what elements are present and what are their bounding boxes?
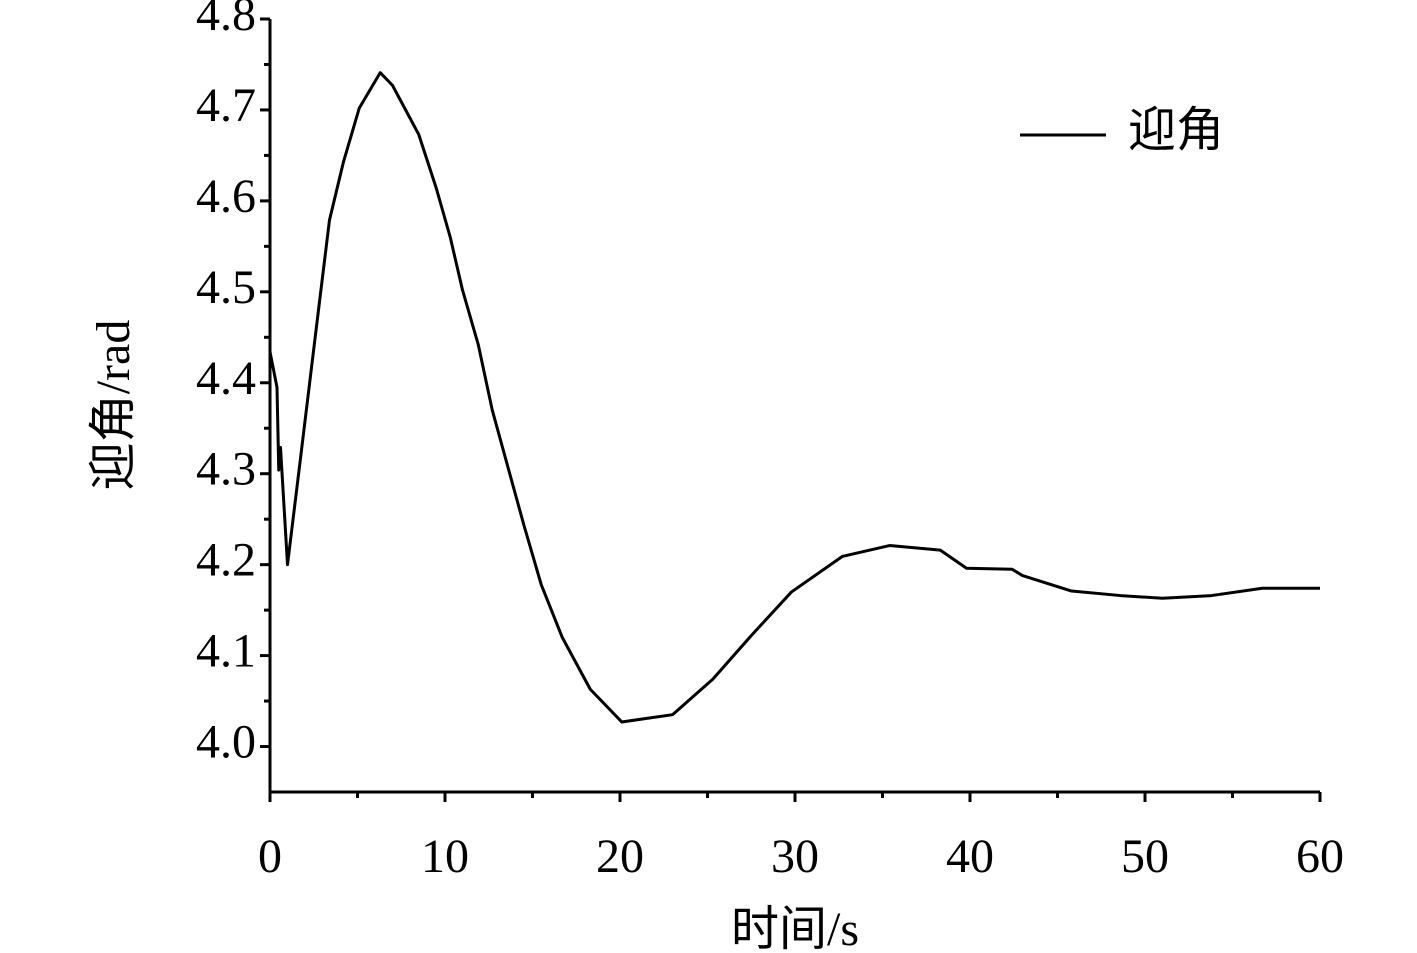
x-tick-label: 60 [1296,830,1344,883]
y-tick-label: 4.2 [196,534,256,587]
y-axis-label: 迎角/rad [87,320,140,491]
x-tick-label: 40 [946,830,994,883]
y-tick-label: 4.1 [196,625,256,678]
y-tick-label: 4.0 [196,716,256,769]
y-tick-label: 4.7 [196,79,256,132]
data-line [268,71,1320,724]
x-axis-label: 时间/s [731,903,859,953]
x-tick-label: 0 [258,830,282,883]
x-tick-label: 30 [771,830,819,883]
x-tick-label: 10 [421,830,469,883]
y-tick-label: 4.5 [196,261,256,314]
legend-label: 迎角 [1128,104,1224,157]
y-tick-label: 4.8 [196,0,256,41]
y-tick-label: 4.3 [196,443,256,496]
y-tick-label: 4.6 [196,170,256,223]
x-tick-label: 20 [596,830,644,883]
x-tick-label: 50 [1121,830,1169,883]
y-tick-label: 4.4 [196,352,256,405]
